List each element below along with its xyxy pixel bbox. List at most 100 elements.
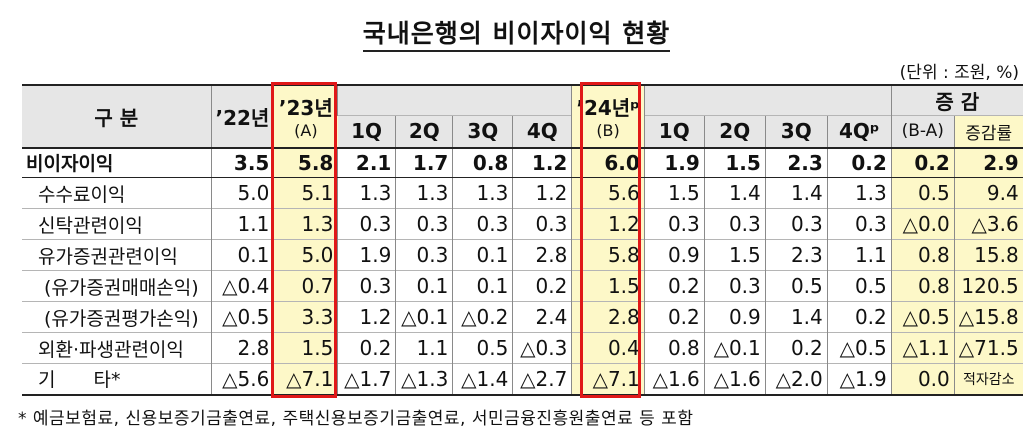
table-cell: 2.8 [571, 301, 645, 333]
table-cell: 0.5 [764, 270, 828, 302]
table-cell: 1.7 [395, 146, 453, 178]
table-cell: △1.6 [703, 363, 766, 396]
table-cell: 2.9 [953, 146, 1023, 178]
table-cell: 1.3 [452, 177, 513, 209]
table-cell: 0.5 [826, 270, 892, 302]
table-cell: 120.5 [953, 270, 1023, 302]
table-cell: 5.0 [210, 177, 274, 209]
row-label: (유가증권평가손익) [22, 301, 211, 333]
table-cell: 1.5 [643, 177, 705, 209]
row-label: 기 타* [22, 363, 211, 396]
table-cell: △1.1 [890, 332, 955, 364]
table-cell: 1.5 [703, 146, 766, 178]
table-cell: 1.2 [512, 146, 572, 178]
header-row-1: 구 분 ’22년 ’23년 (A) ’24년ᵖ (B) 증 감 [22, 84, 1023, 148]
table-cell: 0.2 [890, 146, 955, 178]
table-cell: △0.5 [890, 301, 955, 333]
table-cell: 0.2 [826, 301, 892, 333]
header-2024: ’24년ᵖ (B) [571, 84, 645, 148]
table-cell: 0.3 [643, 208, 705, 240]
table-cell: 0.2 [643, 270, 705, 302]
table-cell: 1.1 [395, 332, 453, 364]
header-category: 구 분 [22, 84, 211, 148]
row-label: 수수료이익 [22, 177, 211, 209]
table-cell: △2.0 [764, 363, 828, 396]
table-cell: 9.4 [953, 177, 1023, 209]
header-change: 증 감 [890, 84, 1023, 116]
table-row: 신탁관련이익 1.1 1.3 0.3 0.3 0.3 0.3 1.2 0.3 0.3 0.3 0.3 △… [22, 208, 1023, 240]
table-cell: 1.5 [703, 239, 766, 271]
page-title: 국내은행의 비이자이익 현황 [0, 14, 1033, 52]
table-cell: 1.4 [703, 177, 766, 209]
table-row: 기 타* △5.6 △7.1 △1.7 △1.3 △1.4 △2.7 △7.1 △1.6 △1.6… [22, 363, 1023, 396]
table-cell: △1.9 [826, 363, 892, 396]
table-cell: △0.1 [395, 301, 453, 333]
table-cell: 0.5 [452, 332, 513, 364]
header-2024-quarters-blank [643, 84, 892, 116]
table-cell: 0.3 [395, 208, 453, 240]
unit-label: (단위 : 조원, %) [899, 63, 1019, 83]
table-cell: 0.8 [643, 332, 705, 364]
row-label: (유가증권매매손익) [22, 270, 211, 302]
table-cell: 0.2 [764, 332, 828, 364]
table-cell: 0.3 [395, 239, 453, 271]
table-cell: 0.1 [210, 239, 274, 271]
table-cell: 2.8 [210, 332, 274, 364]
table-cell: 1.3 [395, 177, 453, 209]
table-cell: 1.2 [512, 177, 572, 209]
table-row: (유가증권매매손익) △0.4 0.7 0.3 0.1 0.1 0.2 1.5 0.2 0.3 0.… [22, 270, 1023, 302]
table-cell: 5.6 [571, 177, 645, 209]
header-q: 1Q [337, 115, 396, 148]
table-cell: △1.7 [337, 363, 396, 396]
table-cell: 0.3 [703, 270, 766, 302]
table-row: 외환·파생관련이익 2.8 1.5 0.2 1.1 0.5 △0.3 0.4 0.8 △0.1 0.… [22, 332, 1023, 364]
table-cell: 0.3 [826, 208, 892, 240]
table-cell: 3.3 [273, 301, 338, 333]
table-cell: 1.4 [764, 301, 828, 333]
table-cell: 1.9 [337, 239, 396, 271]
table-cell: △7.1 [273, 363, 338, 396]
row-label: 비이자이익 [22, 146, 211, 178]
table-cell: △2.7 [512, 363, 572, 396]
table-cell: 3.5 [210, 146, 274, 178]
table-cell: 2.4 [512, 301, 572, 333]
header-q: 1Q [643, 115, 705, 148]
table-cell: △0.4 [210, 270, 274, 302]
table-cell: 2.8 [512, 239, 572, 271]
table-cell: 5.8 [571, 239, 645, 271]
table-row: 유가증권관련이익 0.1 5.0 1.9 0.3 0.1 2.8 5.8 0.9 1.5 2.3 1.… [22, 239, 1023, 271]
header-q: 4Q [512, 115, 572, 148]
header-q: 2Q [703, 115, 766, 148]
table-cell: 1.1 [826, 239, 892, 271]
header-rate: 증감률 [953, 115, 1023, 148]
header-2023-quarters-blank [337, 84, 572, 116]
table-cell: 0.3 [764, 208, 828, 240]
header-row-2: 1Q 2Q 3Q 4Q 1Q 2Q 3Q 4Qᵖ (B-A) 증감률 [22, 115, 1023, 148]
table-cell: 0.2 [643, 301, 705, 333]
header-q: 3Q [764, 115, 828, 148]
header-2022: ’22년 [210, 84, 274, 148]
header-change-sub: (B-A) [890, 115, 955, 148]
table-cell: △0.1 [703, 332, 766, 364]
table-cell: 15.8 [953, 239, 1023, 271]
table-cell: 2.1 [337, 146, 396, 178]
table-cell: 적자감소 [953, 363, 1023, 396]
table-cell: 0.9 [703, 301, 766, 333]
table-cell: 6.0 [571, 146, 645, 178]
table-cell: 5.8 [273, 146, 338, 178]
table-cell: 0.2 [826, 146, 892, 178]
table-cell: 1.1 [210, 208, 274, 240]
header-2023: ’23년 (A) [273, 84, 338, 148]
table-cell: 0.0 [890, 363, 955, 396]
table-cell: △0.2 [452, 301, 513, 333]
table-cell: 1.5 [273, 332, 338, 364]
table-cell: 0.1 [452, 239, 513, 271]
table-cell: 0.9 [643, 239, 705, 271]
table-cell: 0.5 [890, 177, 955, 209]
footnote: * 예금보험료, 신용보증기금출연료, 주택신용보증기금출연료, 서민금융진흥원… [18, 409, 694, 429]
table-cell: 2.3 [764, 146, 828, 178]
table-row: (유가증권평가손익) △0.5 3.3 1.2 △0.1 △0.2 2.4 2.8 0.2 0.9… [22, 301, 1023, 333]
table-cell: 0.2 [512, 270, 572, 302]
table-cell: 0.4 [571, 332, 645, 364]
table-cell: 0.2 [337, 332, 396, 364]
